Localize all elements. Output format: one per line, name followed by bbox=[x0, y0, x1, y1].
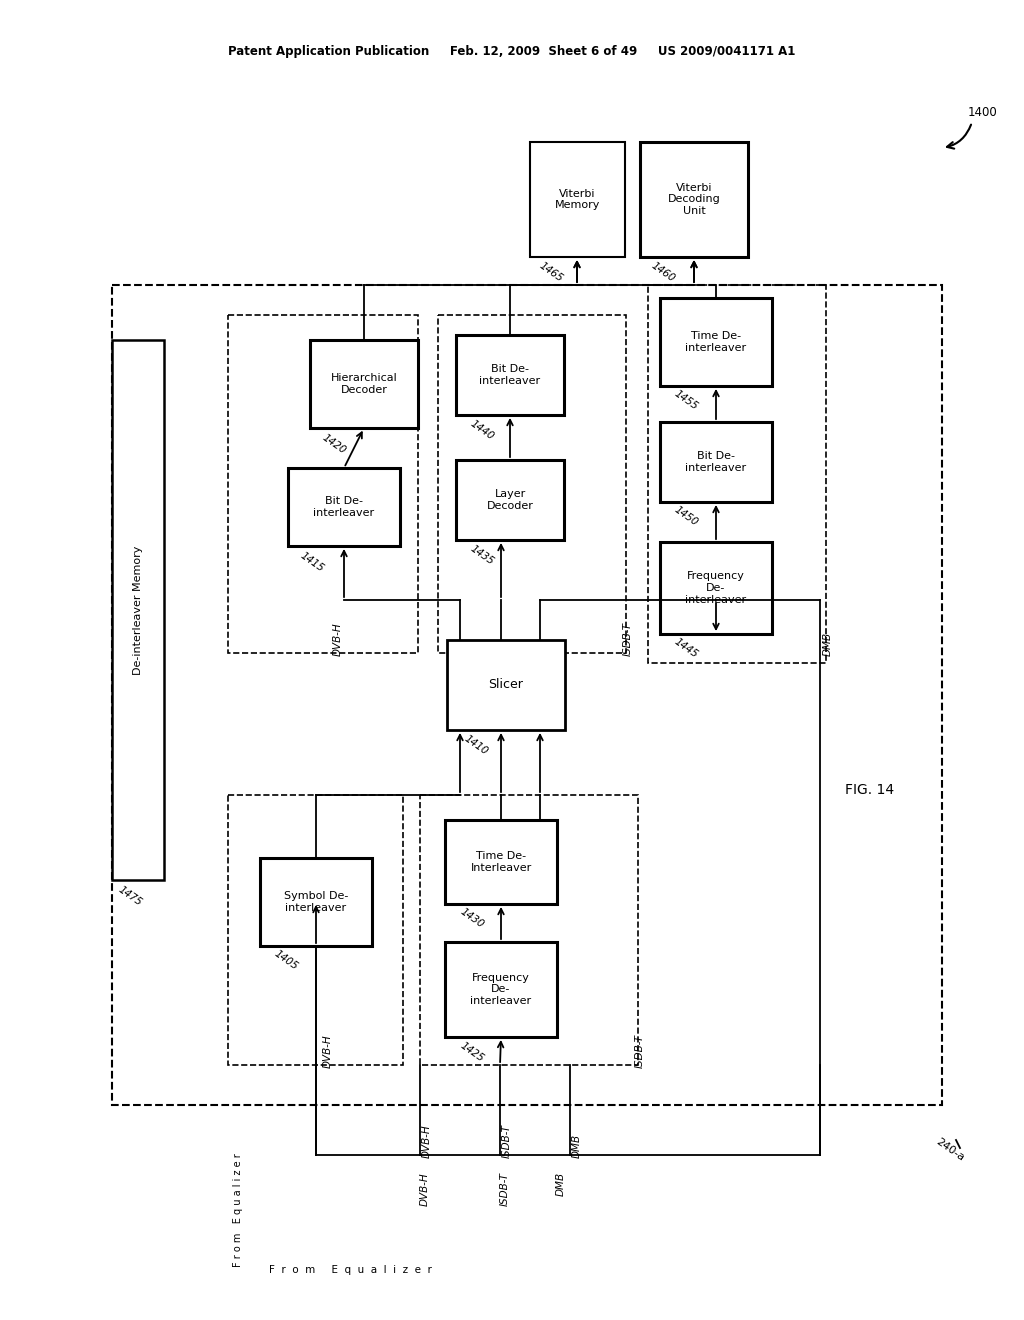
Bar bbox=[112, 341, 164, 880]
Bar bbox=[640, 143, 748, 257]
Bar bbox=[112, 285, 942, 1105]
Bar bbox=[310, 341, 418, 428]
Text: Slicer: Slicer bbox=[488, 678, 523, 692]
Bar bbox=[420, 795, 638, 1065]
Text: FIG. 14: FIG. 14 bbox=[846, 783, 895, 797]
Text: 1410: 1410 bbox=[462, 733, 489, 756]
Text: ISDB-T: ISDB-T bbox=[635, 1034, 645, 1068]
Text: Bit De-
interleaver: Bit De- interleaver bbox=[479, 364, 541, 385]
Text: Frequency
De-
interleaver: Frequency De- interleaver bbox=[470, 973, 531, 1006]
Text: 1405: 1405 bbox=[272, 948, 299, 972]
Text: 1430: 1430 bbox=[458, 906, 485, 929]
Text: 1445: 1445 bbox=[672, 636, 699, 660]
Text: DMB: DMB bbox=[823, 632, 833, 656]
Bar bbox=[456, 459, 564, 540]
Text: De-interleaver Memory: De-interleaver Memory bbox=[133, 545, 143, 675]
Text: ISDB-T: ISDB-T bbox=[623, 622, 633, 656]
Text: Bit De-
interleaver: Bit De- interleaver bbox=[685, 451, 746, 473]
Text: 1455: 1455 bbox=[672, 388, 699, 412]
Text: Time De-
Interleaver: Time De- Interleaver bbox=[470, 851, 531, 873]
Text: ISDB-T: ISDB-T bbox=[502, 1125, 512, 1158]
Text: 1420: 1420 bbox=[319, 432, 347, 455]
Text: 240-a: 240-a bbox=[934, 1137, 966, 1163]
Text: Patent Application Publication     Feb. 12, 2009  Sheet 6 of 49     US 2009/0041: Patent Application Publication Feb. 12, … bbox=[228, 45, 796, 58]
Text: 1460: 1460 bbox=[649, 260, 677, 284]
Bar bbox=[438, 315, 626, 653]
Bar bbox=[648, 285, 826, 663]
Text: Layer
Decoder: Layer Decoder bbox=[486, 490, 534, 511]
Text: 1440: 1440 bbox=[468, 418, 496, 441]
Text: Viterbi
Memory: Viterbi Memory bbox=[555, 189, 600, 210]
Text: DVB-H: DVB-H bbox=[422, 1125, 432, 1158]
Bar bbox=[288, 469, 400, 546]
Text: DMB: DMB bbox=[572, 1134, 582, 1158]
Bar bbox=[445, 942, 557, 1038]
Text: Time De-
interleaver: Time De- interleaver bbox=[685, 331, 746, 352]
Bar bbox=[530, 143, 625, 257]
Bar bbox=[228, 795, 403, 1065]
Bar bbox=[660, 543, 772, 634]
Text: 1435: 1435 bbox=[468, 543, 496, 566]
Bar bbox=[456, 335, 564, 414]
Text: ISDB-T: ISDB-T bbox=[500, 1172, 510, 1206]
Text: Bit De-
interleaver: Bit De- interleaver bbox=[313, 496, 375, 517]
Bar bbox=[447, 640, 565, 730]
Bar bbox=[228, 315, 418, 653]
Text: 1450: 1450 bbox=[672, 504, 699, 528]
Text: 1425: 1425 bbox=[458, 1040, 485, 1064]
Text: 1415: 1415 bbox=[298, 550, 326, 573]
Text: Symbol De-
interleaver: Symbol De- interleaver bbox=[284, 891, 348, 913]
Text: DVB-H: DVB-H bbox=[420, 1172, 430, 1205]
Text: DVB-H: DVB-H bbox=[323, 1035, 333, 1068]
Bar bbox=[260, 858, 372, 946]
Text: DVB-H: DVB-H bbox=[333, 622, 343, 656]
Text: F  r  o  m     E  q  u  a  l  i  z  e  r: F r o m E q u a l i z e r bbox=[268, 1265, 431, 1275]
Text: Hierarchical
Decoder: Hierarchical Decoder bbox=[331, 374, 397, 395]
Text: DMB: DMB bbox=[556, 1172, 566, 1196]
Text: Frequency
De-
interleaver: Frequency De- interleaver bbox=[685, 572, 746, 605]
Text: 1475: 1475 bbox=[117, 884, 143, 907]
Text: F r o m   E q u a l i z e r: F r o m E q u a l i z e r bbox=[233, 1154, 243, 1267]
Bar bbox=[660, 422, 772, 502]
Text: 1465: 1465 bbox=[537, 260, 564, 284]
Text: Viterbi
Decoding
Unit: Viterbi Decoding Unit bbox=[668, 183, 720, 216]
Bar bbox=[660, 298, 772, 385]
Text: 1400: 1400 bbox=[968, 106, 997, 119]
Bar bbox=[445, 820, 557, 904]
